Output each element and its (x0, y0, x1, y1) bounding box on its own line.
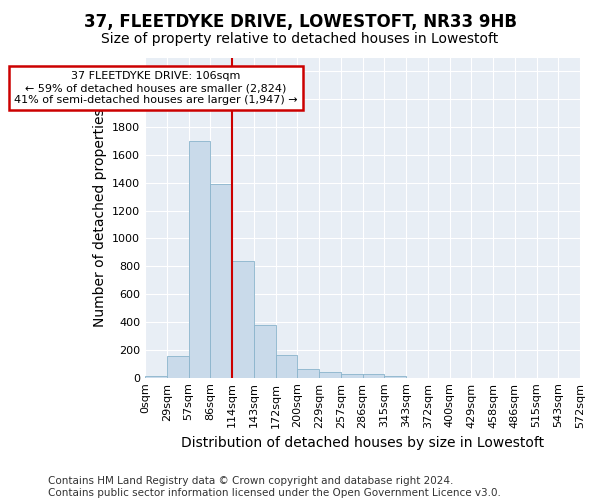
Bar (145, 376, 167, 378)
X-axis label: Distribution of detached houses by size in Lowestoft: Distribution of detached houses by size … (181, 436, 544, 450)
Text: Contains HM Land Registry data © Crown copyright and database right 2024.
Contai: Contains HM Land Registry data © Crown c… (48, 476, 501, 498)
Text: 37 FLEETDYKE DRIVE: 106sqm
← 59% of detached houses are smaller (2,824)
41% of s: 37 FLEETDYKE DRIVE: 106sqm ← 59% of deta… (14, 72, 298, 104)
Bar (232, 262, 254, 378)
Text: Size of property relative to detached houses in Lowestoft: Size of property relative to detached ho… (101, 32, 499, 46)
Bar (341, 374, 362, 378)
Bar (167, 356, 188, 378)
Text: 37, FLEETDYKE DRIVE, LOWESTOFT, NR33 9HB: 37, FLEETDYKE DRIVE, LOWESTOFT, NR33 9HB (83, 12, 517, 30)
Bar (211, 184, 232, 378)
Bar (275, 354, 298, 378)
Bar (298, 368, 319, 378)
Bar (319, 372, 341, 378)
Bar (188, 141, 211, 378)
Bar (254, 325, 275, 378)
Y-axis label: Number of detached properties: Number of detached properties (92, 108, 107, 327)
Bar (362, 374, 385, 378)
Bar (385, 376, 406, 378)
